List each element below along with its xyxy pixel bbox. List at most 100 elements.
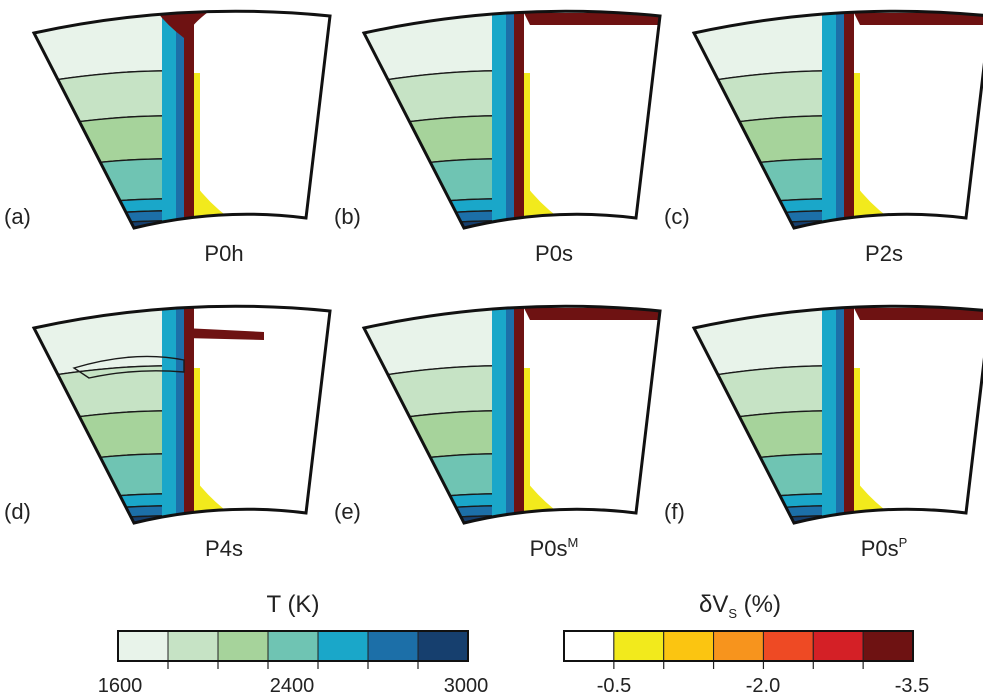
plume-core: [506, 306, 514, 523]
temperature-tick-2400: 2400: [270, 675, 315, 697]
plume: [822, 11, 983, 228]
panel-name: P2s: [865, 241, 903, 266]
panel-letter: (a): [4, 204, 31, 229]
plume-conduit: [162, 11, 176, 228]
plume-core: [176, 11, 184, 228]
colorbar-swatch: [762, 630, 814, 662]
temperature-band: [364, 220, 515, 228]
temperature-band: [694, 515, 845, 523]
colorbar-frame: [117, 630, 469, 662]
velocity-colorbar-title: δVS (%): [699, 591, 781, 621]
plume-core: [836, 306, 844, 523]
panel-outline: [361, 9, 662, 230]
colorbar-frame: [563, 630, 914, 662]
temperature-field: [694, 306, 983, 523]
temperature-field: [364, 306, 660, 523]
plume-base-anomaly: [524, 183, 559, 223]
temperature-colorbar-title: T (K): [267, 591, 320, 618]
panel-outline: [31, 9, 332, 230]
plume-head: [854, 13, 983, 25]
temperature-colorbar: T (K) 1600 2400 3000: [98, 591, 489, 697]
panel-e: (e) P0sM: [334, 304, 662, 561]
panel-outline: [691, 9, 983, 230]
plume-base-anomaly: [854, 183, 889, 223]
colorbar-swatch: [117, 630, 169, 662]
velocity-field: [184, 306, 330, 523]
velocity-colorbar-swatches: [563, 630, 914, 669]
temperature-band: [694, 220, 845, 228]
plume-anomaly-edge: [854, 73, 860, 223]
panel-letter: (f): [664, 499, 685, 524]
plume-head: [184, 328, 264, 340]
temperature-tick-1600: 1600: [98, 675, 143, 697]
plume: [152, 11, 229, 228]
plume-head: [524, 13, 660, 25]
velocity-tick-2-0: -2.0: [746, 675, 780, 697]
temperature-field: [34, 11, 330, 228]
panel-name: P0s: [535, 241, 573, 266]
colorbar-swatch: [267, 630, 319, 662]
plume: [492, 306, 660, 523]
plume: [492, 11, 660, 228]
panel-outline: [31, 304, 332, 525]
panel-outline: [691, 304, 983, 525]
plume-anomaly-edge: [854, 368, 860, 518]
plume-conduit: [822, 306, 836, 523]
plume-core: [836, 11, 844, 228]
panel-letter: (b): [334, 204, 361, 229]
colorbar-swatch: [417, 630, 469, 662]
colorbar-swatch: [167, 630, 219, 662]
velocity-field: [844, 306, 983, 523]
temperature-band: [364, 515, 515, 523]
temperature-tick-3000: 3000: [444, 675, 489, 697]
panel-d: (d) P4s: [4, 304, 332, 561]
temperature-field: [694, 11, 983, 228]
temperature-band: [34, 220, 185, 228]
colorbar-swatch: [563, 630, 615, 662]
plume-anomaly-edge: [194, 73, 200, 223]
plume-conduit: [822, 11, 836, 228]
plume-base-anomaly: [524, 478, 559, 518]
temperature-colorbar-swatches: [117, 630, 469, 669]
panel-letter: (c): [664, 204, 690, 229]
plume-anomaly: [514, 306, 524, 518]
panel-letter: (e): [334, 499, 361, 524]
velocity-field: [514, 306, 660, 523]
velocity-colorbar: δVS (%) -0.5 -2.0 -3.5: [563, 591, 929, 697]
plume-base-anomaly: [194, 478, 229, 518]
plume-head: [524, 308, 660, 320]
plume-head: [152, 11, 214, 38]
panel-name: P4s: [205, 536, 243, 561]
plume-anomaly: [844, 306, 854, 518]
colorbar-swatch: [367, 630, 419, 662]
plume-anomaly: [514, 11, 524, 223]
plume-core: [176, 306, 184, 523]
plume-anomaly: [184, 306, 194, 518]
velocity-tick-3-5: -3.5: [895, 675, 929, 697]
plume-core: [506, 11, 514, 228]
panel-name: P0sP: [861, 535, 908, 561]
temperature-contour: [72, 355, 185, 379]
panel-grid: (a) P0h (b) P0s (c) P2s (d) P4s (e) P0sM (f) P0sP: [4, 9, 983, 561]
colorbar-swatch: [713, 630, 764, 662]
panel-name: P0sM: [530, 535, 579, 561]
velocity-field: [844, 11, 983, 228]
colorbar-swatch: [862, 630, 914, 662]
temperature-field: [364, 11, 660, 228]
velocity-field: [184, 11, 330, 228]
panel-name: P0h: [204, 241, 243, 266]
panel-a: (a) P0h: [4, 9, 332, 266]
colorbar-swatch: [217, 630, 269, 662]
plume-base-anomaly: [194, 183, 229, 223]
colorbar-swatch: [317, 630, 369, 662]
panel-outline: [361, 304, 662, 525]
plume-head: [854, 308, 983, 320]
plume-anomaly: [184, 11, 194, 223]
plume-conduit: [162, 306, 176, 523]
plume: [72, 306, 264, 523]
temperature-band: [34, 515, 185, 523]
plume-anomaly-edge: [524, 73, 530, 223]
plume-anomaly-edge: [194, 368, 200, 518]
colorbar-swatch: [812, 630, 864, 662]
